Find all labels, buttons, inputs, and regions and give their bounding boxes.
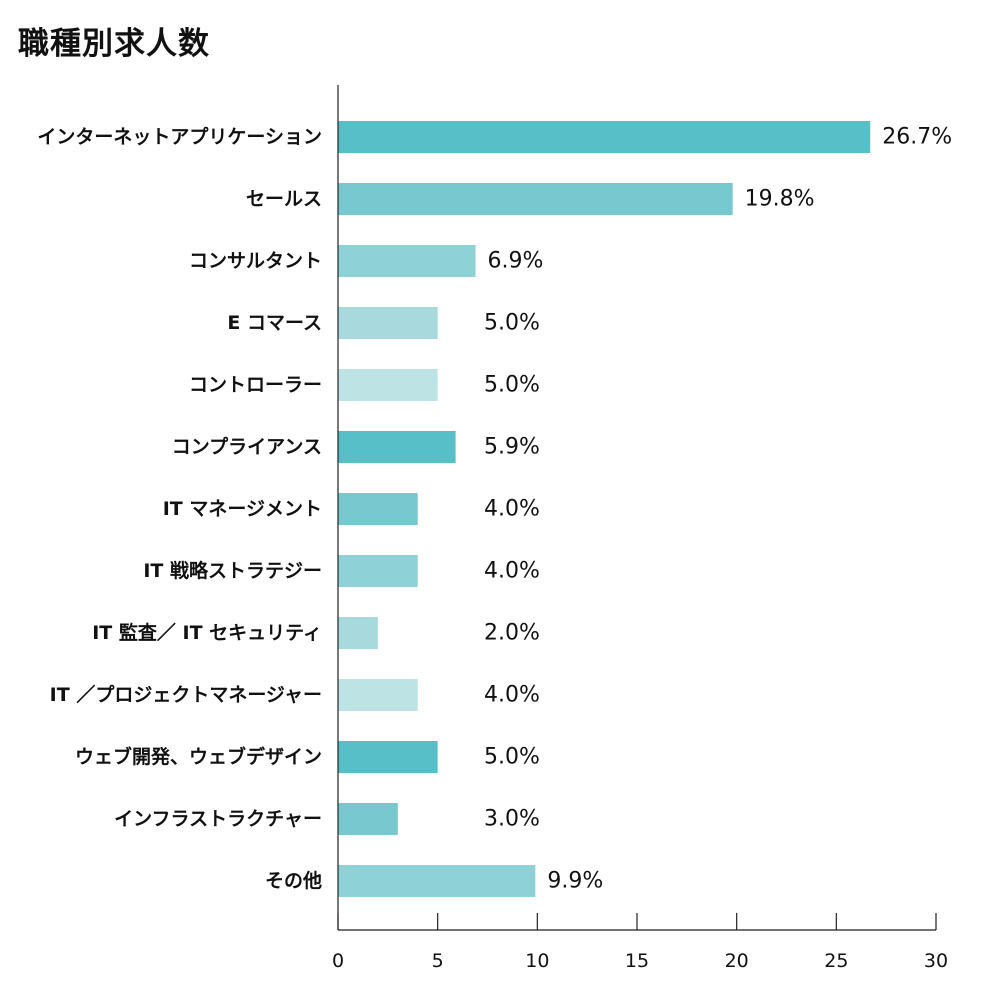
value-label: 19.8% [745, 187, 815, 212]
bar [338, 555, 418, 587]
value-label: 6.9% [488, 249, 544, 274]
category-label: IT 監査／ IT セキュリティ [92, 621, 322, 644]
category-label: コンプライアンス [172, 435, 322, 458]
value-label: 3.0% [484, 807, 540, 832]
x-tick-label: 25 [824, 950, 848, 972]
value-label: 5.0% [484, 373, 540, 398]
value-label: 2.0% [484, 621, 540, 646]
chart-title: 職種別求人数 [18, 26, 210, 62]
bar [338, 121, 871, 153]
value-label: 9.9% [547, 869, 603, 894]
category-label: コンサルタント [189, 250, 322, 272]
x-tick-label: 20 [725, 950, 749, 972]
category-label: コントローラー [189, 374, 322, 396]
category-label: インフラストラクチャー [114, 808, 322, 830]
bar [338, 741, 438, 773]
x-tick-label: 0 [332, 950, 344, 972]
bar [338, 679, 418, 711]
category-label: インターネットアプリケーション [37, 125, 322, 148]
bar [338, 369, 438, 401]
bar [338, 493, 418, 525]
x-tick-label: 10 [525, 950, 549, 972]
value-label: 5.9% [484, 435, 540, 460]
category-label: IT 戦略ストラテジー [143, 559, 322, 582]
bar [338, 245, 476, 277]
value-label: 4.0% [484, 497, 540, 522]
category-label: ウェブ開発、ウェブデザイン [75, 745, 322, 768]
x-tick-label: 5 [432, 950, 444, 972]
category-label: その他 [265, 869, 322, 892]
bar [338, 431, 456, 463]
category-label: セールス [246, 188, 322, 210]
x-tick-label: 15 [625, 950, 649, 972]
category-label: E コマース [227, 312, 322, 334]
bar [338, 183, 733, 215]
category-label: IT マネージメント [163, 498, 322, 520]
value-label: 5.0% [484, 745, 540, 770]
value-label: 4.0% [484, 683, 540, 708]
value-label: 4.0% [484, 559, 540, 584]
bar [338, 617, 378, 649]
category-label: IT ／プロジェクトマネージャー [50, 683, 322, 706]
axis-layer: インターネットアプリケーション 26.7% セールス 19.8% コンサルタント 6.9%… [37, 85, 952, 972]
x-tick-label: 30 [924, 950, 948, 972]
bar [338, 865, 536, 897]
bar [338, 307, 438, 339]
bars-layer [338, 121, 871, 897]
value-label: 26.7% [882, 125, 952, 150]
value-label: 5.0% [484, 311, 540, 336]
bar [338, 803, 398, 835]
